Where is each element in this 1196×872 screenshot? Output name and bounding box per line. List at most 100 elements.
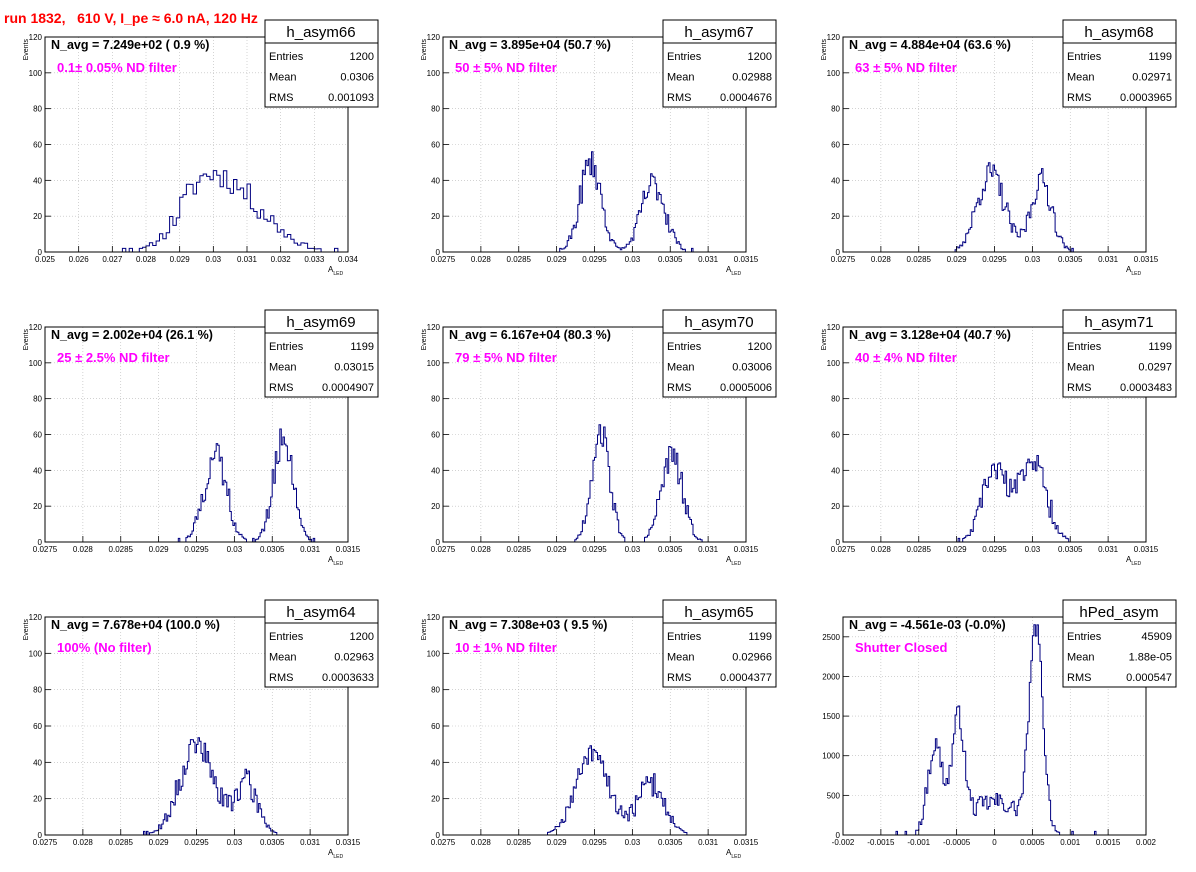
y-tick-label: 0: [436, 248, 441, 257]
filter-annotation: 50 ± 5% ND filter: [455, 60, 557, 75]
y-tick-label: 500: [827, 791, 841, 800]
x-axis-label: ALED: [726, 265, 741, 277]
y-tick-label: 100: [29, 69, 43, 78]
y-tick-label: 2500: [822, 633, 840, 642]
x-tick-label: 0.0005: [1020, 838, 1045, 847]
stats-label-mean: Mean: [667, 362, 695, 374]
x-axis-label-subscript: LED: [731, 271, 741, 277]
stats-box: [264, 309, 379, 398]
x-axis-label-subscript: LED: [333, 561, 343, 567]
x-tick-label: 0.029: [947, 545, 968, 554]
x-axis-label-subscript: LED: [731, 561, 741, 567]
x-tick-label: 0.0275: [33, 545, 58, 554]
x-tick-label: 0.03: [227, 545, 243, 554]
x-tick-label: 0.0305: [658, 255, 683, 264]
stats-box: [264, 599, 379, 688]
stats-value-entries: 1199: [1148, 341, 1172, 353]
y-tick-label: 40: [431, 466, 440, 475]
y-tick-label: 100: [29, 649, 43, 658]
histogram-name: hPed_asym: [1079, 604, 1158, 621]
stats-label-mean: Mean: [1067, 652, 1095, 664]
filter-annotation: 100% (No filter): [57, 640, 152, 655]
x-tick-label: 0.029: [149, 838, 170, 847]
stats-label-entries: Entries: [1067, 51, 1102, 63]
x-tick-label: 0.028: [136, 255, 157, 264]
y-tick-label: 60: [431, 722, 440, 731]
y-tick-label: 40: [33, 466, 42, 475]
stats-value-mean: 0.02963: [334, 652, 374, 664]
x-tick-label: 0.0285: [507, 255, 532, 264]
y-tick-label: 100: [427, 649, 441, 658]
histogram-panel-h_asym70: 0.0275 0.028 0.0285 0.029 0.0295 0.03 0.0305 0.…: [421, 309, 777, 567]
stats-label-rms: RMS: [269, 92, 293, 104]
stats-box: [264, 19, 379, 108]
stats-label-mean: Mean: [667, 72, 695, 84]
stats-label-rms: RMS: [667, 92, 691, 104]
x-tick-label: 0.033: [304, 255, 325, 264]
stats-value-mean: 0.03006: [732, 362, 772, 374]
y-tick-label: 20: [831, 212, 840, 221]
x-tick-label: 0.028: [871, 545, 892, 554]
x-tick-label: 0.031: [1098, 255, 1119, 264]
x-axis-label: ALED: [726, 555, 741, 567]
y-tick-label: 100: [427, 359, 441, 368]
y-tick-label: 80: [831, 395, 840, 404]
y-tick-label: 80: [431, 686, 440, 695]
x-tick-label: 0.028: [73, 545, 94, 554]
filter-annotation: 25 ± 2.5% ND filter: [57, 350, 170, 365]
x-tick-label: 0.0295: [184, 545, 209, 554]
navg-label: N_avg = 4.884e+04 (63.6 %): [849, 38, 1011, 52]
filter-annotation: 0.1± 0.05% ND filter: [57, 60, 177, 75]
x-axis-label-subscript: LED: [731, 854, 741, 860]
y-tick-label: 80: [33, 105, 42, 114]
stats-label-rms: RMS: [1067, 672, 1091, 684]
x-tick-label: 0.0315: [1134, 545, 1159, 554]
x-tick-label: 0.029: [149, 545, 170, 554]
histogram-panel-h_asym64: 0.0275 0.028 0.0285 0.029 0.0295 0.03 0.0305 0.…: [23, 599, 379, 860]
x-tick-label: 0.0275: [33, 838, 58, 847]
x-tick-label: 0.001: [1060, 838, 1081, 847]
stats-value-mean: 0.0297: [1138, 362, 1172, 374]
y-tick-label: 60: [33, 722, 42, 731]
y-tick-label: 1000: [822, 752, 840, 761]
y-tick-label: 60: [431, 141, 440, 150]
y-tick-label: 60: [33, 431, 42, 440]
y-tick-label: 40: [33, 176, 42, 185]
filter-annotation: 40 ± 4% ND filter: [855, 350, 957, 365]
x-tick-label: 0.0295: [582, 255, 607, 264]
y-tick-label: 120: [29, 323, 43, 332]
y-axis-label: Events: [821, 39, 828, 61]
x-tick-label: 0.0285: [507, 545, 532, 554]
histogram-panel-h_asym71: 0.0275 0.028 0.0285 0.029 0.0295 0.03 0.0305 0.…: [821, 309, 1177, 567]
x-tick-label: 0.031: [698, 255, 719, 264]
histogram-panel-h_asym66: 0.025 0.026 0.027 0.028 0.029 0.03 0.031 0.032 0…: [23, 19, 379, 277]
x-tick-label: 0.0275: [831, 255, 856, 264]
x-tick-label: 0.03: [625, 838, 641, 847]
x-axis-label: ALED: [328, 265, 343, 277]
stats-label-mean: Mean: [1067, 362, 1095, 374]
stats-label-entries: Entries: [1067, 631, 1102, 643]
y-tick-label: 0: [38, 248, 43, 257]
x-tick-label: 0.0295: [582, 545, 607, 554]
x-tick-label: 0.03: [206, 255, 222, 264]
filter-annotation: 63 ± 5% ND filter: [855, 60, 957, 75]
histogram-series: [45, 737, 348, 836]
run-title: run 1832, 610 V, I_pe ≈ 6.0 nA, 120 Hz: [4, 10, 258, 26]
y-tick-label: 2000: [822, 672, 840, 681]
x-tick-label: -0.0005: [943, 838, 971, 847]
x-tick-label: 0.028: [471, 255, 492, 264]
x-tick-label: 0.028: [871, 255, 892, 264]
stats-value-rms: 0.000547: [1126, 672, 1172, 684]
x-tick-label: 0.0275: [431, 545, 456, 554]
navg-label: N_avg = 6.167e+04 (80.3 %): [449, 328, 611, 342]
filter-annotation: 79 ± 5% ND filter: [455, 350, 557, 365]
x-tick-label: 0.032: [271, 255, 292, 264]
stats-value-rms: 0.0003633: [322, 672, 374, 684]
y-tick-label: 20: [431, 795, 440, 804]
x-axis-label: ALED: [1126, 555, 1141, 567]
stats-label-entries: Entries: [1067, 341, 1102, 353]
x-tick-label: 0.029: [547, 255, 568, 264]
y-tick-label: 100: [29, 359, 43, 368]
y-tick-label: 120: [427, 613, 441, 622]
stats-label-mean: Mean: [1067, 72, 1095, 84]
